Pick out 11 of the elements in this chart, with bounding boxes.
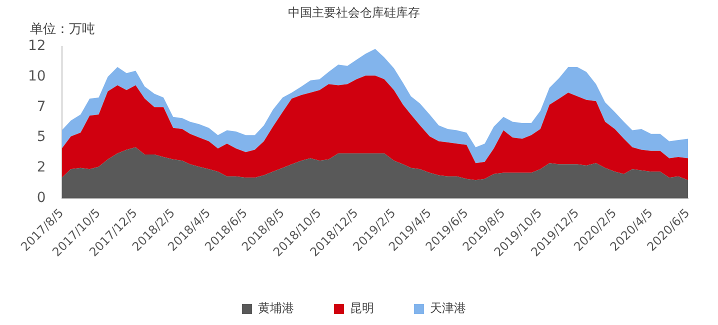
legend-label: 黄埔港 [258,301,294,316]
y-tick-label: 10 [28,68,46,84]
legend-label: 昆明 [350,301,374,316]
y-tick-label: 7 [36,98,46,115]
y-tick-label: 2 [36,160,46,176]
y-tick-label: 0 [36,190,46,206]
text: 单位：万吨 [30,21,95,38]
chart-title: 中国主要社会仓库硅库存 [288,5,420,20]
y-tick-label: 5 [36,129,46,146]
y-tick-label: 12 [28,38,46,54]
legend-label: 天津港 [430,301,466,316]
